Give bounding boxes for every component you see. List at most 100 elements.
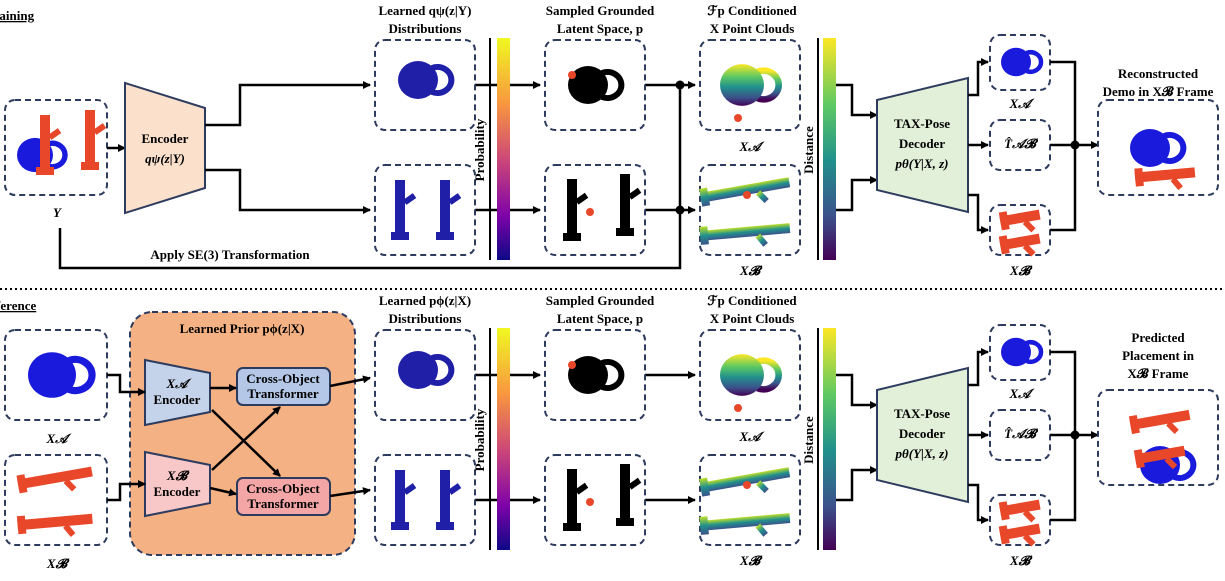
distance-bar — [823, 38, 836, 260]
prior-title: Learned Prior pϕ(z|X) — [180, 321, 305, 336]
transform-symbol: T̂𝒜𝓑 — [1004, 426, 1038, 441]
transformer — [236, 477, 331, 516]
peg-stem — [440, 470, 450, 530]
peg-cloud — [436, 470, 462, 530]
output-cloud — [1001, 47, 1044, 77]
bar-label: Distance — [801, 416, 816, 464]
transformer-label: Transformer — [247, 386, 318, 401]
peg-stem — [40, 115, 50, 175]
peg-cloud — [16, 513, 93, 537]
decoder-label: pθ(Y|X, z) — [895, 156, 949, 171]
peg-stem — [395, 180, 405, 240]
peg-stem — [1134, 167, 1196, 183]
bar-label: Probability — [472, 408, 487, 471]
peg-cloud — [998, 233, 1041, 257]
peg-base — [699, 516, 709, 535]
output-label: X𝓑 — [1009, 553, 1033, 568]
peg-cloud — [616, 464, 642, 526]
connector — [58, 85, 682, 270]
junction — [1070, 430, 1080, 440]
result-title: Placement in — [1122, 348, 1195, 363]
encoder-label: X𝒜 — [166, 376, 193, 391]
decoder-label: Decoder — [899, 426, 945, 441]
peg-cloud — [1134, 167, 1196, 191]
peg-cloud — [699, 513, 791, 537]
peg-cloud — [998, 499, 1041, 523]
encoder-label: Encoder — [154, 484, 201, 499]
connector — [211, 406, 281, 471]
peg-branch — [63, 478, 77, 492]
transform-label: Apply SE(3) Transformation — [150, 247, 310, 262]
decoder — [876, 76, 969, 214]
peg-stem — [999, 233, 1041, 251]
peg-branch — [575, 192, 589, 205]
output-label: X𝒜 — [1009, 96, 1036, 111]
connector — [968, 193, 989, 234]
peg-cloud — [16, 466, 93, 494]
peg-base — [616, 228, 634, 236]
connector — [836, 176, 878, 212]
learned-cloud — [398, 61, 455, 99]
contact-point — [734, 404, 742, 412]
mug-handle — [600, 359, 625, 391]
peg-cloud — [699, 223, 791, 247]
column-header: Learned pϕ(z|X) — [379, 293, 471, 308]
column-header: Sampled Grounded — [546, 3, 655, 18]
encoder-formula: qψ(z|Y) — [145, 151, 185, 166]
cloud-box — [374, 164, 476, 256]
contact-point — [586, 208, 594, 216]
mug-body — [720, 64, 764, 106]
connector — [107, 373, 146, 396]
peg-base — [391, 232, 409, 240]
peg-stem — [395, 470, 405, 530]
peg-branch — [47, 128, 62, 140]
peg-base — [699, 187, 711, 207]
mug-handle — [430, 64, 455, 96]
peg-cloud — [36, 115, 62, 175]
junction — [1070, 140, 1080, 150]
peg-cloud — [563, 469, 589, 531]
connector — [205, 81, 371, 127]
connector — [329, 487, 371, 498]
mug-body — [568, 356, 608, 394]
mug-handle — [1025, 340, 1044, 364]
peg-stem — [567, 179, 577, 241]
connector — [836, 373, 878, 409]
result-title: Predicted — [1131, 330, 1185, 345]
connector — [329, 375, 371, 388]
peg-branch — [1022, 243, 1036, 257]
peg-base — [563, 523, 581, 531]
learned-cloud — [398, 351, 455, 389]
peg-branch — [1170, 177, 1183, 191]
transformer-label: Cross-Object — [246, 371, 320, 386]
connector — [836, 466, 878, 502]
decoder-label: TAX-Pose — [894, 406, 950, 421]
peg-branch — [1022, 533, 1036, 547]
connector — [968, 483, 989, 524]
probability-bar — [497, 328, 510, 550]
peg-cloud — [699, 467, 791, 497]
peg-cloud — [391, 180, 417, 240]
peg-branch — [575, 482, 589, 495]
result-title: Demo in X𝓑 Frame — [1103, 84, 1214, 99]
mug-handle — [1162, 132, 1187, 164]
mug-handle — [600, 69, 625, 101]
input-label: Y — [53, 205, 62, 220]
contact-point — [743, 481, 751, 489]
peg-cloud — [81, 110, 107, 170]
peg-stem — [1129, 409, 1191, 431]
encoder — [124, 81, 206, 215]
peg-base — [998, 235, 1010, 255]
peg-stem — [440, 180, 450, 240]
peg-branch — [627, 477, 642, 490]
peg-base — [16, 474, 28, 494]
peg-branch — [1166, 421, 1179, 434]
mug-handle — [46, 140, 68, 170]
peg-stem — [699, 223, 791, 241]
peg-cloud — [699, 177, 791, 207]
bar-label: Probability — [472, 118, 487, 181]
peg-base — [36, 167, 54, 175]
distance-bar — [823, 328, 836, 550]
encoder-label: Encoder — [142, 131, 189, 146]
